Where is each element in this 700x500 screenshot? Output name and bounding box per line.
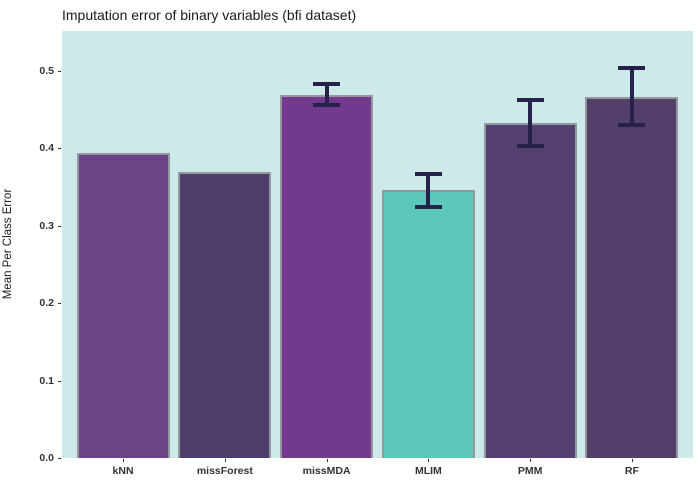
chart-title: Imputation error of binary variables (bf… xyxy=(62,7,357,23)
bar-missMDA xyxy=(280,94,374,458)
y-tick-mark xyxy=(58,303,61,304)
x-tick-mark xyxy=(530,459,532,462)
y-axis-title: Mean Per Class Error xyxy=(2,188,14,300)
x-tick-mark xyxy=(631,459,633,462)
y-tick-label-0.0: 0.0 xyxy=(39,452,54,464)
y-tick-label-0.5: 0.5 xyxy=(39,64,54,77)
error-bar-PMM xyxy=(528,99,533,146)
bar-MLIM xyxy=(381,189,475,458)
error-bar-MLIM xyxy=(426,174,431,207)
x-tick-label-RF: RF xyxy=(624,465,639,477)
error-bar-missMDA xyxy=(324,84,329,105)
x-tick-mark xyxy=(428,459,430,462)
plot-panel xyxy=(62,31,693,458)
error-bar-PMM-upper-cap xyxy=(516,97,544,102)
x-tick-label-MLIM: MLIM xyxy=(414,465,442,477)
x-tick-mark xyxy=(123,459,125,462)
bar-missForest xyxy=(178,172,272,458)
error-bar-missMDA-lower-cap xyxy=(313,102,341,107)
y-tick-mark xyxy=(58,380,61,382)
error-bar-RF xyxy=(629,68,634,125)
y-tick-label-0.3: 0.3 xyxy=(39,219,54,232)
x-tick-mark xyxy=(326,459,328,462)
x-tick-label-kNN: kNN xyxy=(112,465,134,477)
x-tick-label-PMM: PMM xyxy=(517,465,543,477)
error-bar-RF-upper-cap xyxy=(618,66,646,71)
y-tick-mark xyxy=(58,148,61,150)
error-bar-MLIM-lower-cap xyxy=(414,204,442,209)
y-tick-mark xyxy=(58,225,61,227)
y-tick-label-0.1: 0.1 xyxy=(39,374,54,387)
error-bar-RF-lower-cap xyxy=(618,122,646,127)
x-tick-label-missMDA: missMDA xyxy=(302,465,351,477)
y-tick-mark xyxy=(58,70,61,72)
error-bar-missMDA-upper-cap xyxy=(313,82,341,87)
bar-kNN xyxy=(76,153,170,458)
bar-RF xyxy=(585,96,679,458)
y-tick-mark xyxy=(58,458,61,459)
error-bar-MLIM-upper-cap xyxy=(414,172,442,177)
bar-PMM xyxy=(483,123,577,458)
y-tick-label-0.4: 0.4 xyxy=(39,142,54,155)
x-tick-label-missForest: missForest xyxy=(196,465,253,477)
error-bar-PMM-lower-cap xyxy=(516,143,544,148)
x-tick-mark xyxy=(224,459,226,462)
y-tick-label-0.2: 0.2 xyxy=(39,297,54,309)
